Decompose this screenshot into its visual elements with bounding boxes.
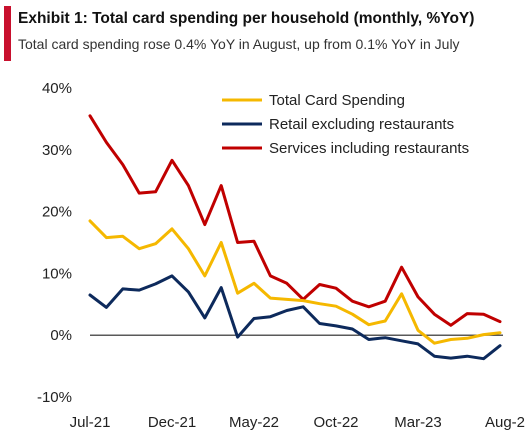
x-tick-label: Dec-21 bbox=[148, 414, 196, 431]
y-tick-label: -10% bbox=[37, 389, 72, 406]
x-tick-label: Aug-2 bbox=[485, 414, 525, 431]
y-axis-tick-labels: 40% 30% 20% 10% 0% -10% bbox=[37, 80, 72, 406]
y-tick-label: 0% bbox=[50, 327, 72, 344]
legend-label: Services including restaurants bbox=[269, 140, 469, 157]
x-tick-label: May-22 bbox=[229, 414, 279, 431]
x-tick-label: Jul-21 bbox=[70, 414, 111, 431]
y-tick-label: 40% bbox=[42, 80, 72, 97]
y-tick-label: 30% bbox=[42, 142, 72, 159]
legend: Total Card Spending Retail excluding rest… bbox=[222, 92, 469, 157]
x-tick-label: Mar-23 bbox=[394, 414, 442, 431]
x-tick-label: Oct-22 bbox=[313, 414, 358, 431]
x-axis-tick-labels: Jul-21 Dec-21 May-22 Oct-22 Mar-23 Aug-2 bbox=[70, 414, 525, 431]
chart-subtitle: Total card spending rose 0.4% YoY in Aug… bbox=[18, 36, 460, 52]
legend-label: Retail excluding restaurants bbox=[269, 116, 454, 133]
legend-label: Total Card Spending bbox=[269, 92, 405, 109]
series-lines bbox=[88, 114, 502, 361]
series-line-0 bbox=[88, 219, 502, 345]
title-accent-bar bbox=[4, 6, 11, 61]
series-line-1 bbox=[88, 274, 502, 361]
chart-title: Exhibit 1: Total card spending per house… bbox=[18, 10, 475, 27]
y-tick-label: 10% bbox=[42, 265, 72, 282]
y-tick-label: 20% bbox=[42, 204, 72, 221]
series-line-2 bbox=[88, 114, 502, 327]
